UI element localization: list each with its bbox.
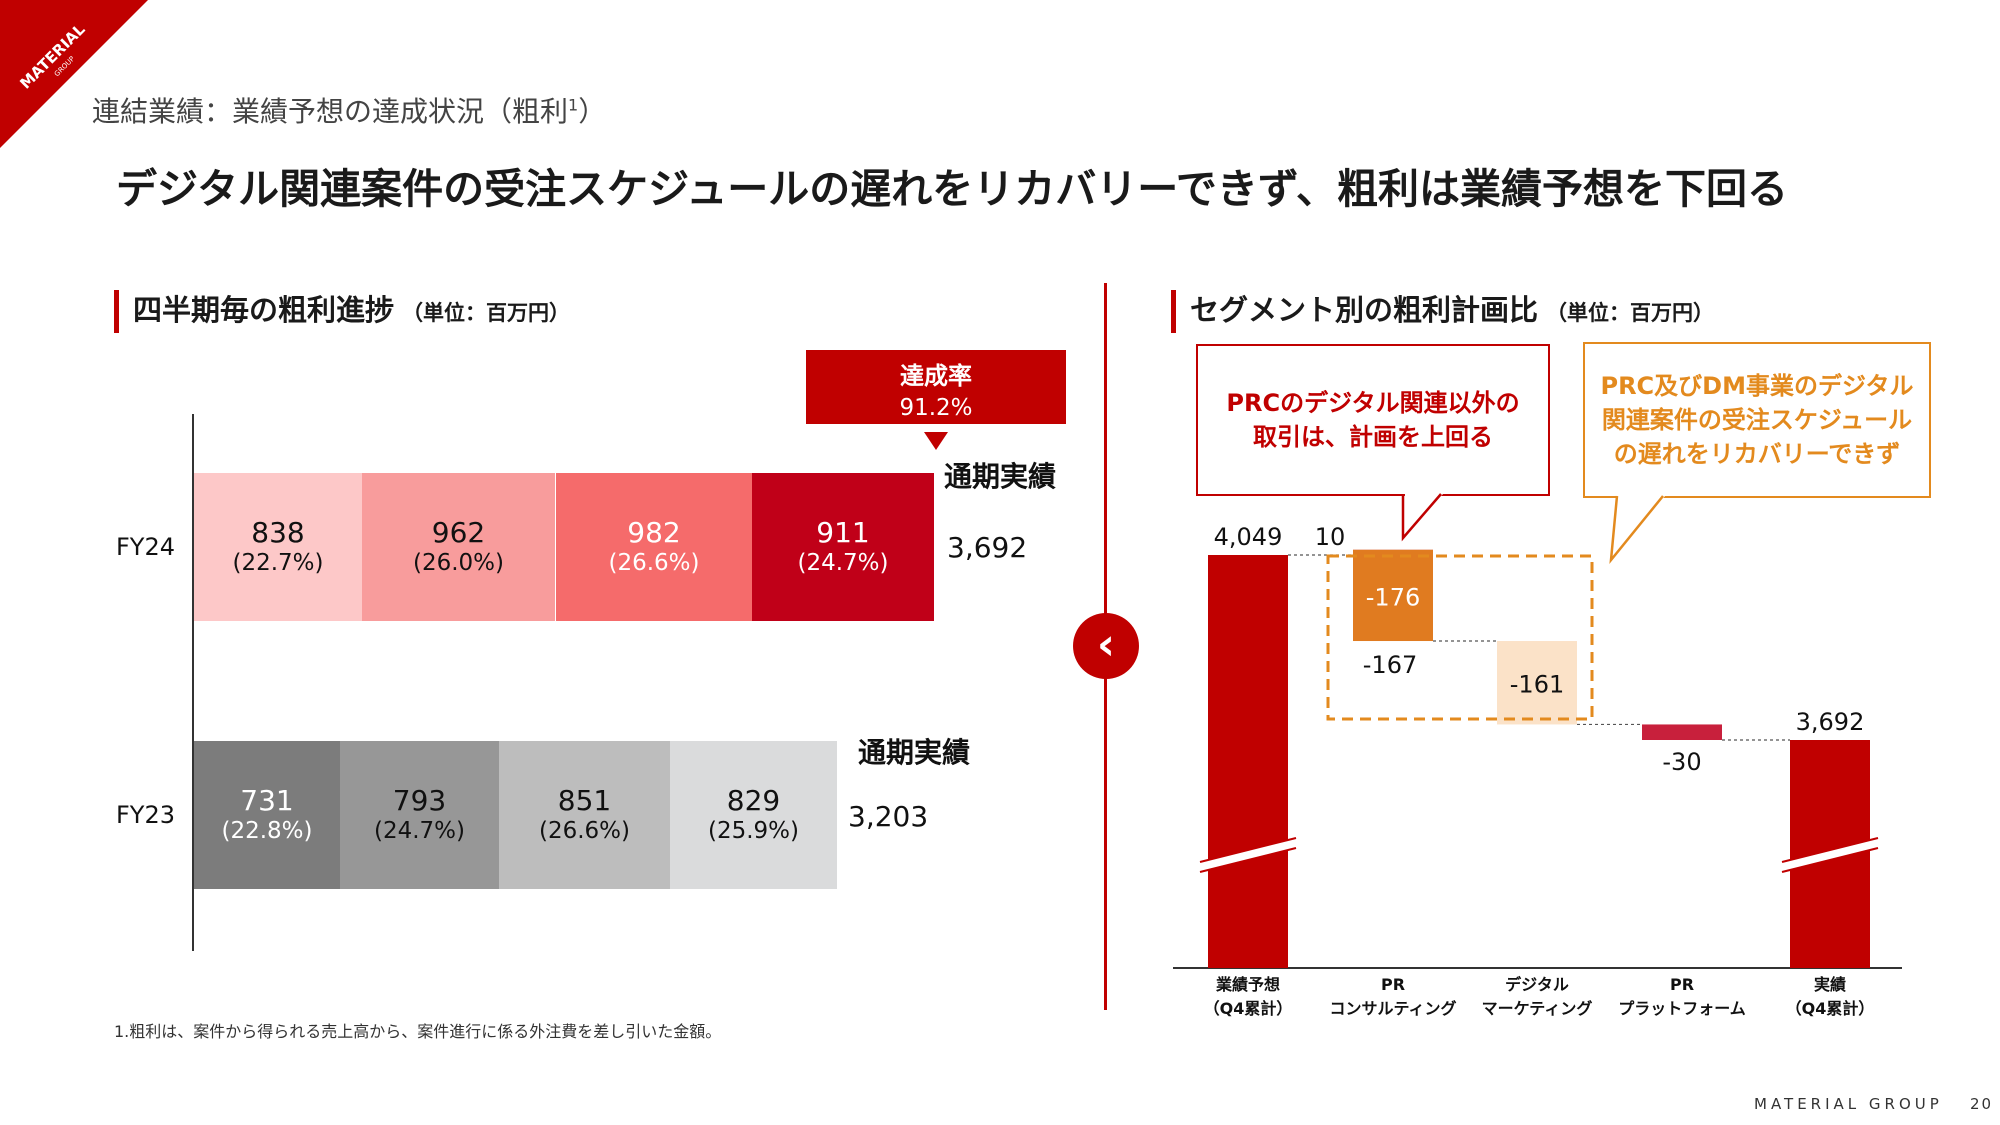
corner-logo: MATERIAL GROUP: [0, 0, 148, 148]
axis-break-actual: [1782, 838, 1878, 872]
callout-prc-non-digital: PRCのデジタル関連以外の 取引は、計画を上回る: [1196, 344, 1550, 496]
label-platform: -30: [1662, 748, 1701, 776]
category-platform-line-1: PR: [1670, 975, 1694, 994]
axis-break-plan: [1200, 838, 1296, 872]
fy23-bar: 731 (22.8%) 793 (24.7%) 851 (26.6%) 829 …: [194, 741, 837, 889]
highlight-box: [1326, 554, 1594, 721]
fy23-q4-pct: (25.9%): [707, 818, 799, 844]
label-dm: -161: [1510, 671, 1564, 699]
right-section-title: セグメント別の粗利計画比 （単位：百万円）: [1171, 290, 1714, 333]
footer-brand: MATERIAL GROUP: [1754, 1095, 1943, 1113]
fy24-total-label: 通期実績: [944, 460, 1057, 493]
callout-digital-delay: PRC及びDM事業のデジタル 関連案件の受注スケジュール の遅れをリカバリーできず: [1583, 342, 1931, 498]
fy23-label: FY23: [116, 801, 176, 829]
fy23-q2-segment: 793 (24.7%): [340, 741, 499, 889]
page-title: デジタル関連案件の受注スケジュールの遅れをリカバリーできず、粗利は業績予想を下回…: [116, 165, 1788, 213]
fy24-total: 3,692: [947, 531, 1028, 564]
label-prc-down: -176: [1366, 583, 1420, 611]
category-plan-line-2: （Q4累計）: [1204, 999, 1293, 1018]
achievement-label: 達成率: [900, 362, 972, 390]
fy23-q2-value: 793: [392, 784, 447, 817]
fy24-q1-segment: 838 (22.7%): [194, 473, 362, 621]
bar-platform: [1642, 724, 1722, 740]
breadcrumb: 連結業績：業績予想の達成状況（粗利1）: [92, 95, 607, 128]
left-chart-axis: [192, 414, 194, 951]
label-prc-up: 10: [1315, 523, 1346, 551]
fy24-q2-segment: 962 (26.0%): [362, 473, 555, 621]
category-actual-line-2: （Q4累計）: [1786, 999, 1875, 1018]
fy24-bar: 838 (22.7%) 962 (26.0%) 982 (26.6%) 911 …: [194, 473, 934, 621]
fy24-label: FY24: [116, 533, 176, 561]
fy23-q1-value: 731: [240, 784, 294, 817]
left-section-title: 四半期毎の粗利進捗 （単位：百万円）: [114, 290, 570, 333]
chevron-left-icon[interactable]: ‹: [1073, 613, 1139, 679]
callout-2-pointer: [1609, 495, 1665, 564]
corner-logo-triangle: [0, 0, 148, 148]
fy24-q3-value: 982: [627, 516, 681, 549]
fy23-total: 3,203: [848, 800, 929, 833]
fy23-q3-segment: 851 (26.6%): [499, 741, 670, 889]
fy23-q4-segment: 829 (25.9%): [670, 741, 837, 889]
fy24-q1-pct: (22.7%): [232, 550, 324, 576]
fy24-q2-value: 962: [431, 516, 486, 549]
footnote: 1.粗利は、案件から得られる売上高から、案件進行に係る外注費を差し引いた金額。: [114, 1022, 722, 1041]
axis-break-line-a-plan: [1199, 837, 1297, 863]
fy23-q3-value: 851: [557, 784, 612, 817]
bar-plan: [1208, 555, 1288, 968]
category-plan-line-1: 業績予想: [1215, 975, 1280, 994]
fy24-q3-pct: (26.6%): [608, 550, 700, 576]
fy23-total-label: 通期実績: [858, 736, 971, 769]
bar-prc-down: [1353, 549, 1433, 642]
achievement-badge: 達成率 91.2%: [806, 350, 1066, 424]
category-platform-line-2: プラットフォーム: [1618, 999, 1746, 1018]
achievement-value: 91.2%: [899, 395, 973, 421]
axis-break-line-b-actual: [1781, 847, 1879, 873]
fy23-q3-pct: (26.6%): [538, 818, 630, 844]
callout-1-pointer: [1401, 493, 1443, 542]
fy23-q2-pct: (24.7%): [373, 818, 465, 844]
category-prc-line-1: PR: [1381, 975, 1405, 994]
bar-dm: [1497, 641, 1577, 725]
page-number: 20: [1970, 1095, 1994, 1113]
fy24-q3-segment: 982 (26.6%): [555, 473, 752, 621]
category-dm-line-1: デジタル: [1505, 975, 1569, 994]
fy24-q4-segment: 911 (24.7%): [752, 473, 934, 621]
label-actual: 3,692: [1796, 708, 1865, 736]
left-unit-label: （単位：百万円）: [402, 301, 571, 325]
fy23-q4-value: 829: [726, 784, 781, 817]
fy24-q2-pct: (26.0%): [412, 550, 504, 576]
category-dm-line-2: マーケティング: [1482, 999, 1593, 1018]
fy24-q4-value: 911: [816, 516, 870, 549]
achievement-pointer: [924, 432, 948, 450]
right-unit-label: （単位：百万円）: [1546, 301, 1715, 325]
axis-break-line-a-actual: [1781, 837, 1879, 863]
label-prc-net: -167: [1363, 651, 1417, 679]
fy24-q4-pct: (24.7%): [797, 550, 889, 576]
axis-break-line-b-plan: [1199, 847, 1297, 873]
category-actual-line-1: 実績: [1814, 975, 1846, 994]
fy23-q1-segment: 731 (22.8%): [194, 741, 340, 889]
fy24-q1-value: 838: [251, 516, 305, 549]
fy23-q1-pct: (22.8%): [221, 818, 313, 844]
label-plan: 4,049: [1214, 523, 1283, 551]
category-prc-line-2: コンサルティング: [1329, 999, 1456, 1018]
